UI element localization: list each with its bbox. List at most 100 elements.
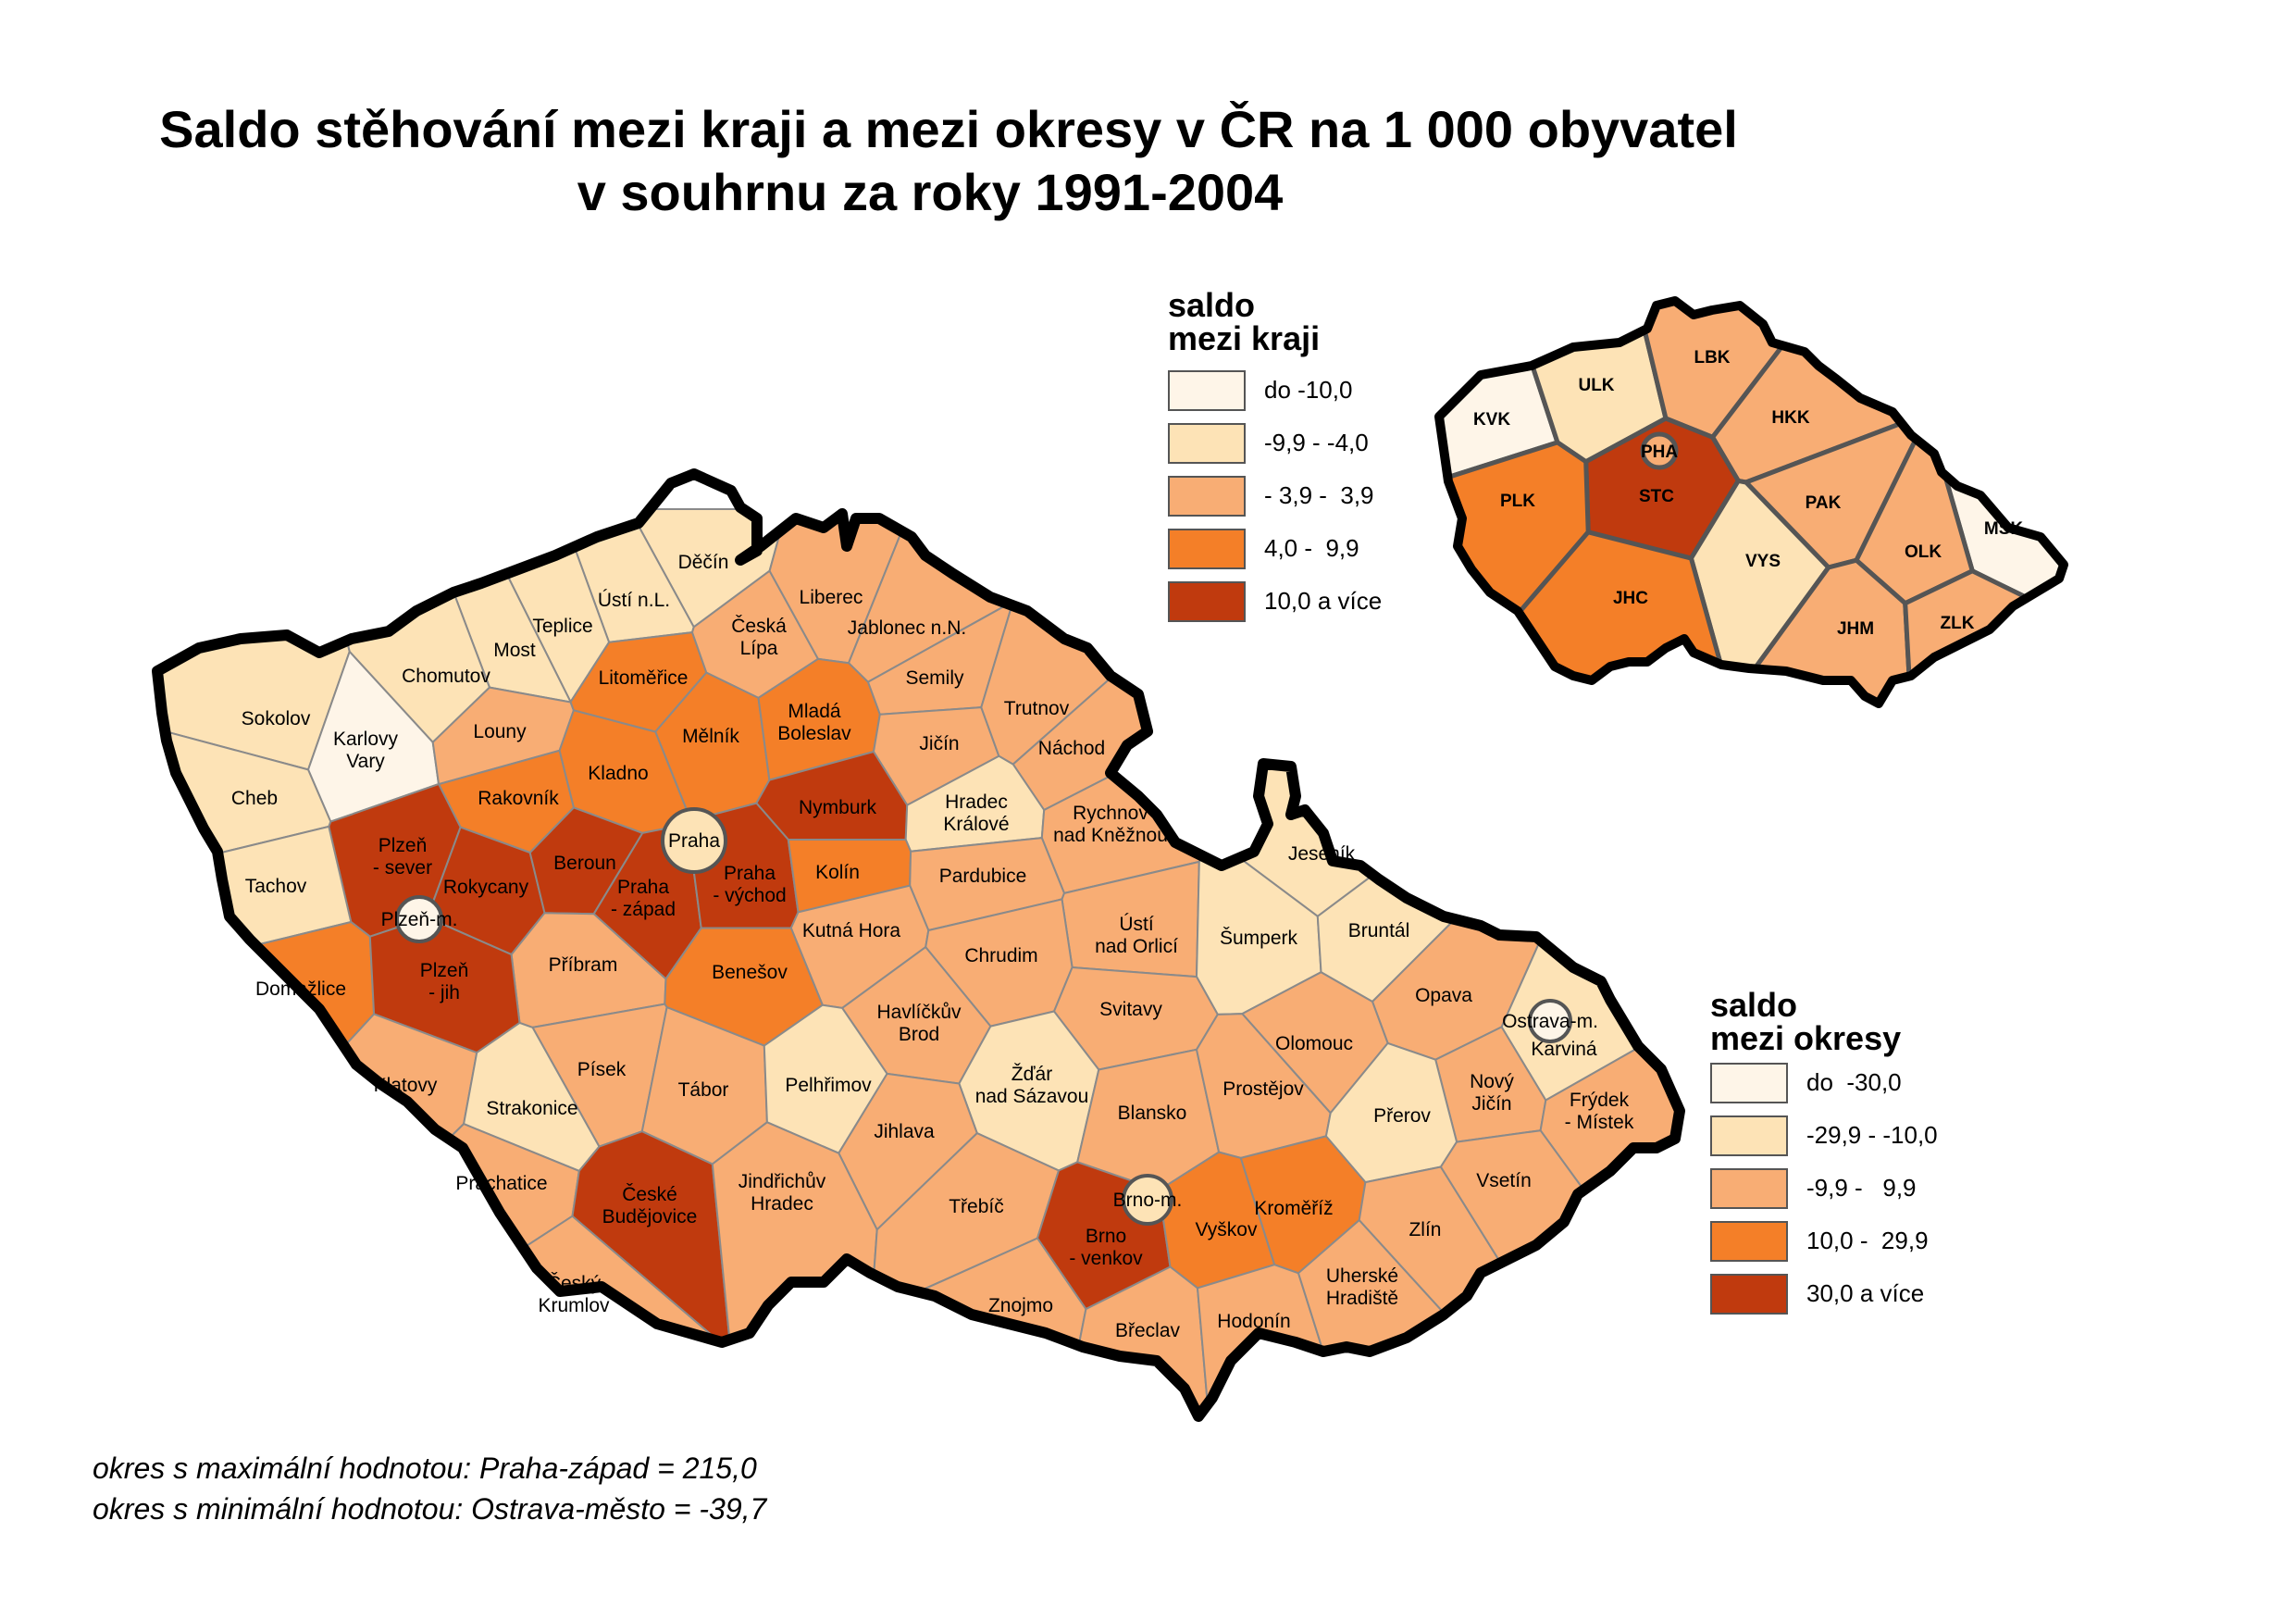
district-label-plzen-jih: Plzeň - jih: [420, 960, 469, 1003]
district-label-semily: Semily: [905, 667, 964, 689]
legend_kraje-swatch-5: [1168, 581, 1246, 622]
legend_kraje-swatch-4: [1168, 529, 1246, 569]
note-min-district: okres s minimální hodnotou: Ostrava-měst…: [93, 1492, 767, 1526]
district-label-opava: Opava: [1415, 985, 1472, 1006]
region-pha: [1640, 431, 1679, 470]
district-label-usti-n-l: Ústí n.L.: [598, 590, 670, 611]
district-label-breclav: Břeclav: [1115, 1320, 1181, 1341]
district-label-tabor: Tábor: [678, 1079, 729, 1101]
district-label-praha-zapad: Praha - západ: [611, 877, 676, 920]
region-label-stc: STC: [1639, 487, 1674, 506]
district-label-jihlava: Jihlava: [874, 1121, 935, 1142]
region-label-jhm: JHM: [1837, 619, 1874, 639]
district-label-trebic: Třebíč: [949, 1196, 1004, 1217]
region-zlk: [1903, 568, 2064, 704]
inset-country-border: [1434, 296, 2068, 708]
legend_okresy-item-2: -29,9 - -10,0: [1710, 1115, 2006, 1158]
district-ostrava-m: [1528, 999, 1572, 1043]
legend_okresy-item-1: do -30,0: [1710, 1063, 2006, 1105]
district-label-ceska-lipa: Česká Lípa: [731, 616, 787, 659]
district-label-kromeriz: Kroměříž: [1254, 1198, 1333, 1219]
region-label-jhc: JHC: [1613, 589, 1648, 608]
district-label-prerov: Přerov: [1373, 1105, 1431, 1127]
legend_okresy-swatch-2: [1710, 1115, 1788, 1156]
legend_okresy-swatch-4: [1710, 1221, 1788, 1262]
district-label-havlickuv-brod: Havlíčkův Brod: [876, 1002, 962, 1045]
district-label-plzen-m: Plzeň-m.: [381, 909, 458, 930]
legend_okresy-swatch-1: [1710, 1063, 1788, 1103]
district-label-hradec-kralove: Hradec Králové: [943, 791, 1009, 835]
district-label-jindrichuv-hradec: Jindřichův Hradec: [738, 1171, 826, 1215]
district-label-novy-jicin: Nový Jičín: [1470, 1071, 1514, 1115]
district-label-chomutov: Chomutov: [402, 666, 490, 687]
district-label-kladno: Kladno: [588, 763, 648, 784]
region-label-pak: PAK: [1806, 493, 1842, 513]
district-label-karvina: Karviná: [1531, 1039, 1597, 1060]
legend_kraje-label-4: 4,0 - 9,9: [1264, 534, 1359, 562]
region-label-kvk: KVK: [1473, 410, 1510, 430]
legend_okresy-swatch-5: [1710, 1274, 1788, 1315]
legend-okresy-title-line1: saldo: [1710, 986, 1798, 1024]
district-label-tachov: Tachov: [245, 876, 307, 897]
legend_kraje-label-5: 10,0 a více: [1264, 587, 1383, 615]
legend-okresy-title-line2: mezi okresy: [1710, 1019, 1902, 1057]
district-label-sokolov: Sokolov: [242, 708, 311, 729]
legend_okresy-label-1: do -30,0: [1806, 1068, 1902, 1096]
district-label-jicin: Jičín: [919, 733, 959, 754]
district-label-benesov: Benešov: [712, 962, 788, 983]
legend_okresy-item-3: -9,9 - 9,9: [1710, 1168, 2006, 1211]
district-label-decin: Děčín: [678, 552, 729, 573]
district-label-prostejov: Prostějov: [1222, 1078, 1304, 1100]
legend_kraje-item-1: do -10,0: [1168, 370, 1464, 413]
district-label-ceske-budejovice: České Budějovice: [602, 1184, 698, 1227]
legend_kraje-swatch-1: [1168, 370, 1246, 411]
district-label-znojmo: Znojmo: [988, 1295, 1053, 1316]
district-label-vyskov: Vyškov: [1196, 1219, 1258, 1240]
district-label-plzen-sever: Plzeň - sever: [373, 835, 432, 879]
district-label-bruntal: Bruntál: [1348, 920, 1410, 941]
district-label-usti-nad-orlici: Ústí nad Orlicí: [1095, 914, 1178, 957]
region-label-pha: PHA: [1641, 442, 1678, 462]
district-label-melnik: Mělník: [682, 726, 739, 747]
region-label-hkk: HKK: [1771, 408, 1809, 428]
region-label-lbk: LBK: [1694, 348, 1730, 368]
district-label-trutnov: Trutnov: [1004, 698, 1070, 719]
district-label-cheb: Cheb: [231, 788, 278, 809]
district-label-rokycany: Rokycany: [443, 877, 529, 898]
legend_okresy-label-5: 30,0 a více: [1806, 1279, 1925, 1307]
district-label-svitavy: Svitavy: [1099, 999, 1162, 1020]
district-label-praha: Praha: [668, 830, 720, 852]
legend_okresy-swatch-3: [1710, 1168, 1788, 1209]
legend-okresy-title: saldo mezi okresy: [1710, 989, 1901, 1055]
district-label-beroun: Beroun: [553, 853, 616, 874]
legend_kraje-item-4: 4,0 - 9,9: [1168, 529, 1464, 571]
district-label-olomouc: Olomouc: [1275, 1033, 1353, 1054]
district-label-strakonice: Strakonice: [486, 1098, 577, 1119]
district-label-brno-m: Brno-m.: [1113, 1190, 1183, 1211]
map-title-line2: v souhrnu za roky 1991-2004: [577, 163, 1284, 221]
district-label-zlin: Zlín: [1409, 1219, 1441, 1240]
district-label-louny: Louny: [473, 721, 527, 742]
legend-kraje-title-line2: mezi kraji: [1168, 319, 1321, 357]
district-label-most: Most: [493, 640, 536, 661]
district-label-pardubice: Pardubice: [939, 866, 1027, 887]
district-label-rychnov-nad-kneznou: Rychnov nad Kněžnou: [1053, 803, 1168, 846]
district-label-pelhrimov: Pelhřimov: [785, 1075, 872, 1096]
district-label-kutna-hora: Kutná Hora: [802, 920, 901, 941]
legend_okresy-label-2: -29,9 - -10,0: [1806, 1121, 1938, 1149]
district-label-nachod: Náchod: [1038, 738, 1105, 759]
district-label-vsetin: Vsetín: [1476, 1170, 1532, 1191]
legend_kraje-swatch-3: [1168, 476, 1246, 517]
map-title-line1: Saldo stěhování mezi kraji a mezi okresy…: [159, 100, 1738, 158]
legend_kraje-label-2: -9,9 - -4,0: [1264, 429, 1369, 456]
district-label-hodonin: Hodonín: [1217, 1311, 1290, 1332]
district-label-liberec: Liberec: [800, 587, 863, 608]
district-label-sumperk: Šumperk: [1220, 928, 1298, 949]
district-label-praha-vychod: Praha - východ: [713, 863, 786, 906]
legend_okresy-item-4: 10,0 - 29,9: [1710, 1221, 2006, 1264]
district-label-kolin: Kolín: [815, 862, 860, 883]
legend_okresy-label-3: -9,9 - 9,9: [1806, 1174, 1917, 1202]
region-label-olk: OLK: [1905, 542, 1942, 562]
